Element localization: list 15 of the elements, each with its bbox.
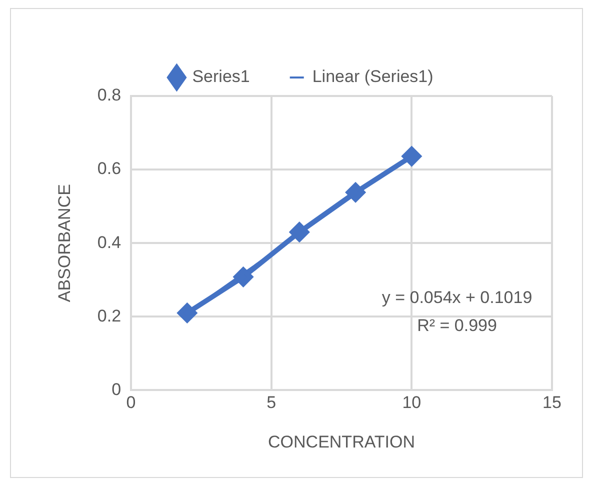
- legend-label: Linear (Series1): [312, 67, 434, 86]
- legend-label: Series1: [192, 67, 250, 86]
- y-tick-label: 0.6: [97, 159, 122, 178]
- y-axis-title: ABSORBANCE: [54, 184, 74, 302]
- x-tick-label: 15: [542, 393, 562, 412]
- y-tick-label: 0.4: [97, 232, 122, 252]
- y-tick-label: 0: [112, 380, 122, 399]
- x-axis-title: CONCENTRATION: [268, 432, 416, 452]
- x-tick-label: 10: [402, 393, 422, 412]
- x-tick-label: 5: [266, 393, 276, 412]
- annotation: y = 0.054x + 0.1019: [382, 288, 532, 307]
- x-tick-label: 0: [126, 393, 136, 412]
- annotation: R² = 0.999: [417, 316, 497, 335]
- y-tick-label: 0.8: [97, 86, 122, 105]
- y-tick-label: 0.2: [97, 306, 122, 326]
